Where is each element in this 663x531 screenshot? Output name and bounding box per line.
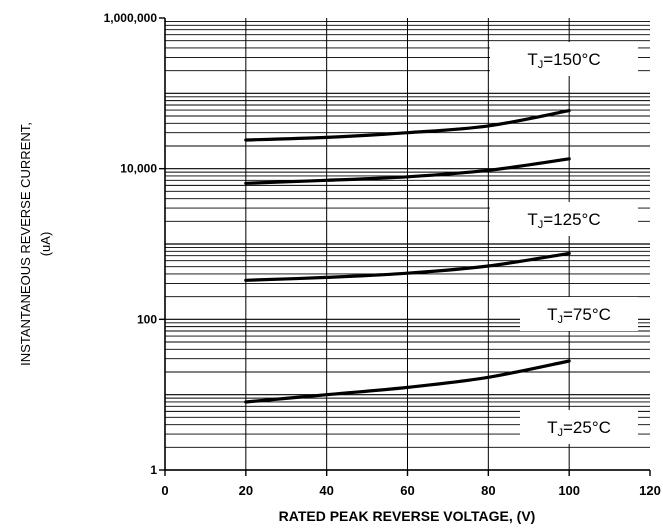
series-label-subscript: J	[557, 314, 563, 326]
y-tick-label: 100	[137, 312, 157, 326]
x-tick-label: 80	[481, 483, 495, 498]
x-tick-label: 100	[558, 483, 580, 498]
series-label-subscript: J	[538, 219, 544, 231]
series-lines	[244, 109, 571, 404]
series-label-main: T	[527, 210, 537, 229]
series-label-temperature: =150°C	[543, 50, 600, 69]
series-label-box	[490, 42, 638, 76]
series-label: TJ=75°C	[547, 305, 611, 326]
series-label-main: T	[547, 418, 557, 437]
series-label-temperature: =25°C	[563, 418, 611, 437]
series-line	[244, 157, 571, 185]
y-axis-label: INSTANTANEOUS REVERSE CURRENT,	[18, 122, 33, 366]
series-label: TJ=125°C	[527, 210, 600, 231]
x-tick-label: 0	[161, 483, 168, 498]
series-label-temperature: =75°C	[563, 305, 611, 324]
series-line	[244, 359, 571, 404]
series-label-box	[490, 202, 638, 236]
series-label: TJ=25°C	[547, 418, 611, 439]
series-label-subscript: J	[557, 427, 563, 439]
series-labels: TJ=150°CTJ=125°CTJ=75°CTJ=25°C	[490, 42, 638, 444]
x-tick-label: 120	[639, 483, 661, 498]
x-tick-label: 40	[319, 483, 333, 498]
x-tick-label: 60	[400, 483, 414, 498]
series-label-box	[520, 297, 638, 331]
grid	[165, 18, 650, 471]
x-tick-label: 20	[239, 483, 253, 498]
series-label: TJ=150°C	[527, 50, 600, 71]
y-tick-label: 1,000,000	[104, 11, 158, 25]
series-line	[244, 109, 571, 142]
series-label-box	[520, 410, 638, 444]
y-tick-label: 10,000	[120, 162, 157, 176]
series-label-temperature: =125°C	[543, 210, 600, 229]
x-axis-label: RATED PEAK REVERSE VOLTAGE, (V)	[279, 508, 536, 524]
axes: 0 20 40 60 80 100 120 1 100 10,000 1,000,000	[104, 11, 661, 498]
series-label-main: T	[527, 50, 537, 69]
series-label-main: T	[547, 305, 557, 324]
y-axis-unit: (uA)	[38, 232, 53, 257]
y-tick-label: 1	[150, 463, 157, 477]
series-line	[244, 251, 571, 282]
series-label-subscript: J	[538, 59, 544, 71]
